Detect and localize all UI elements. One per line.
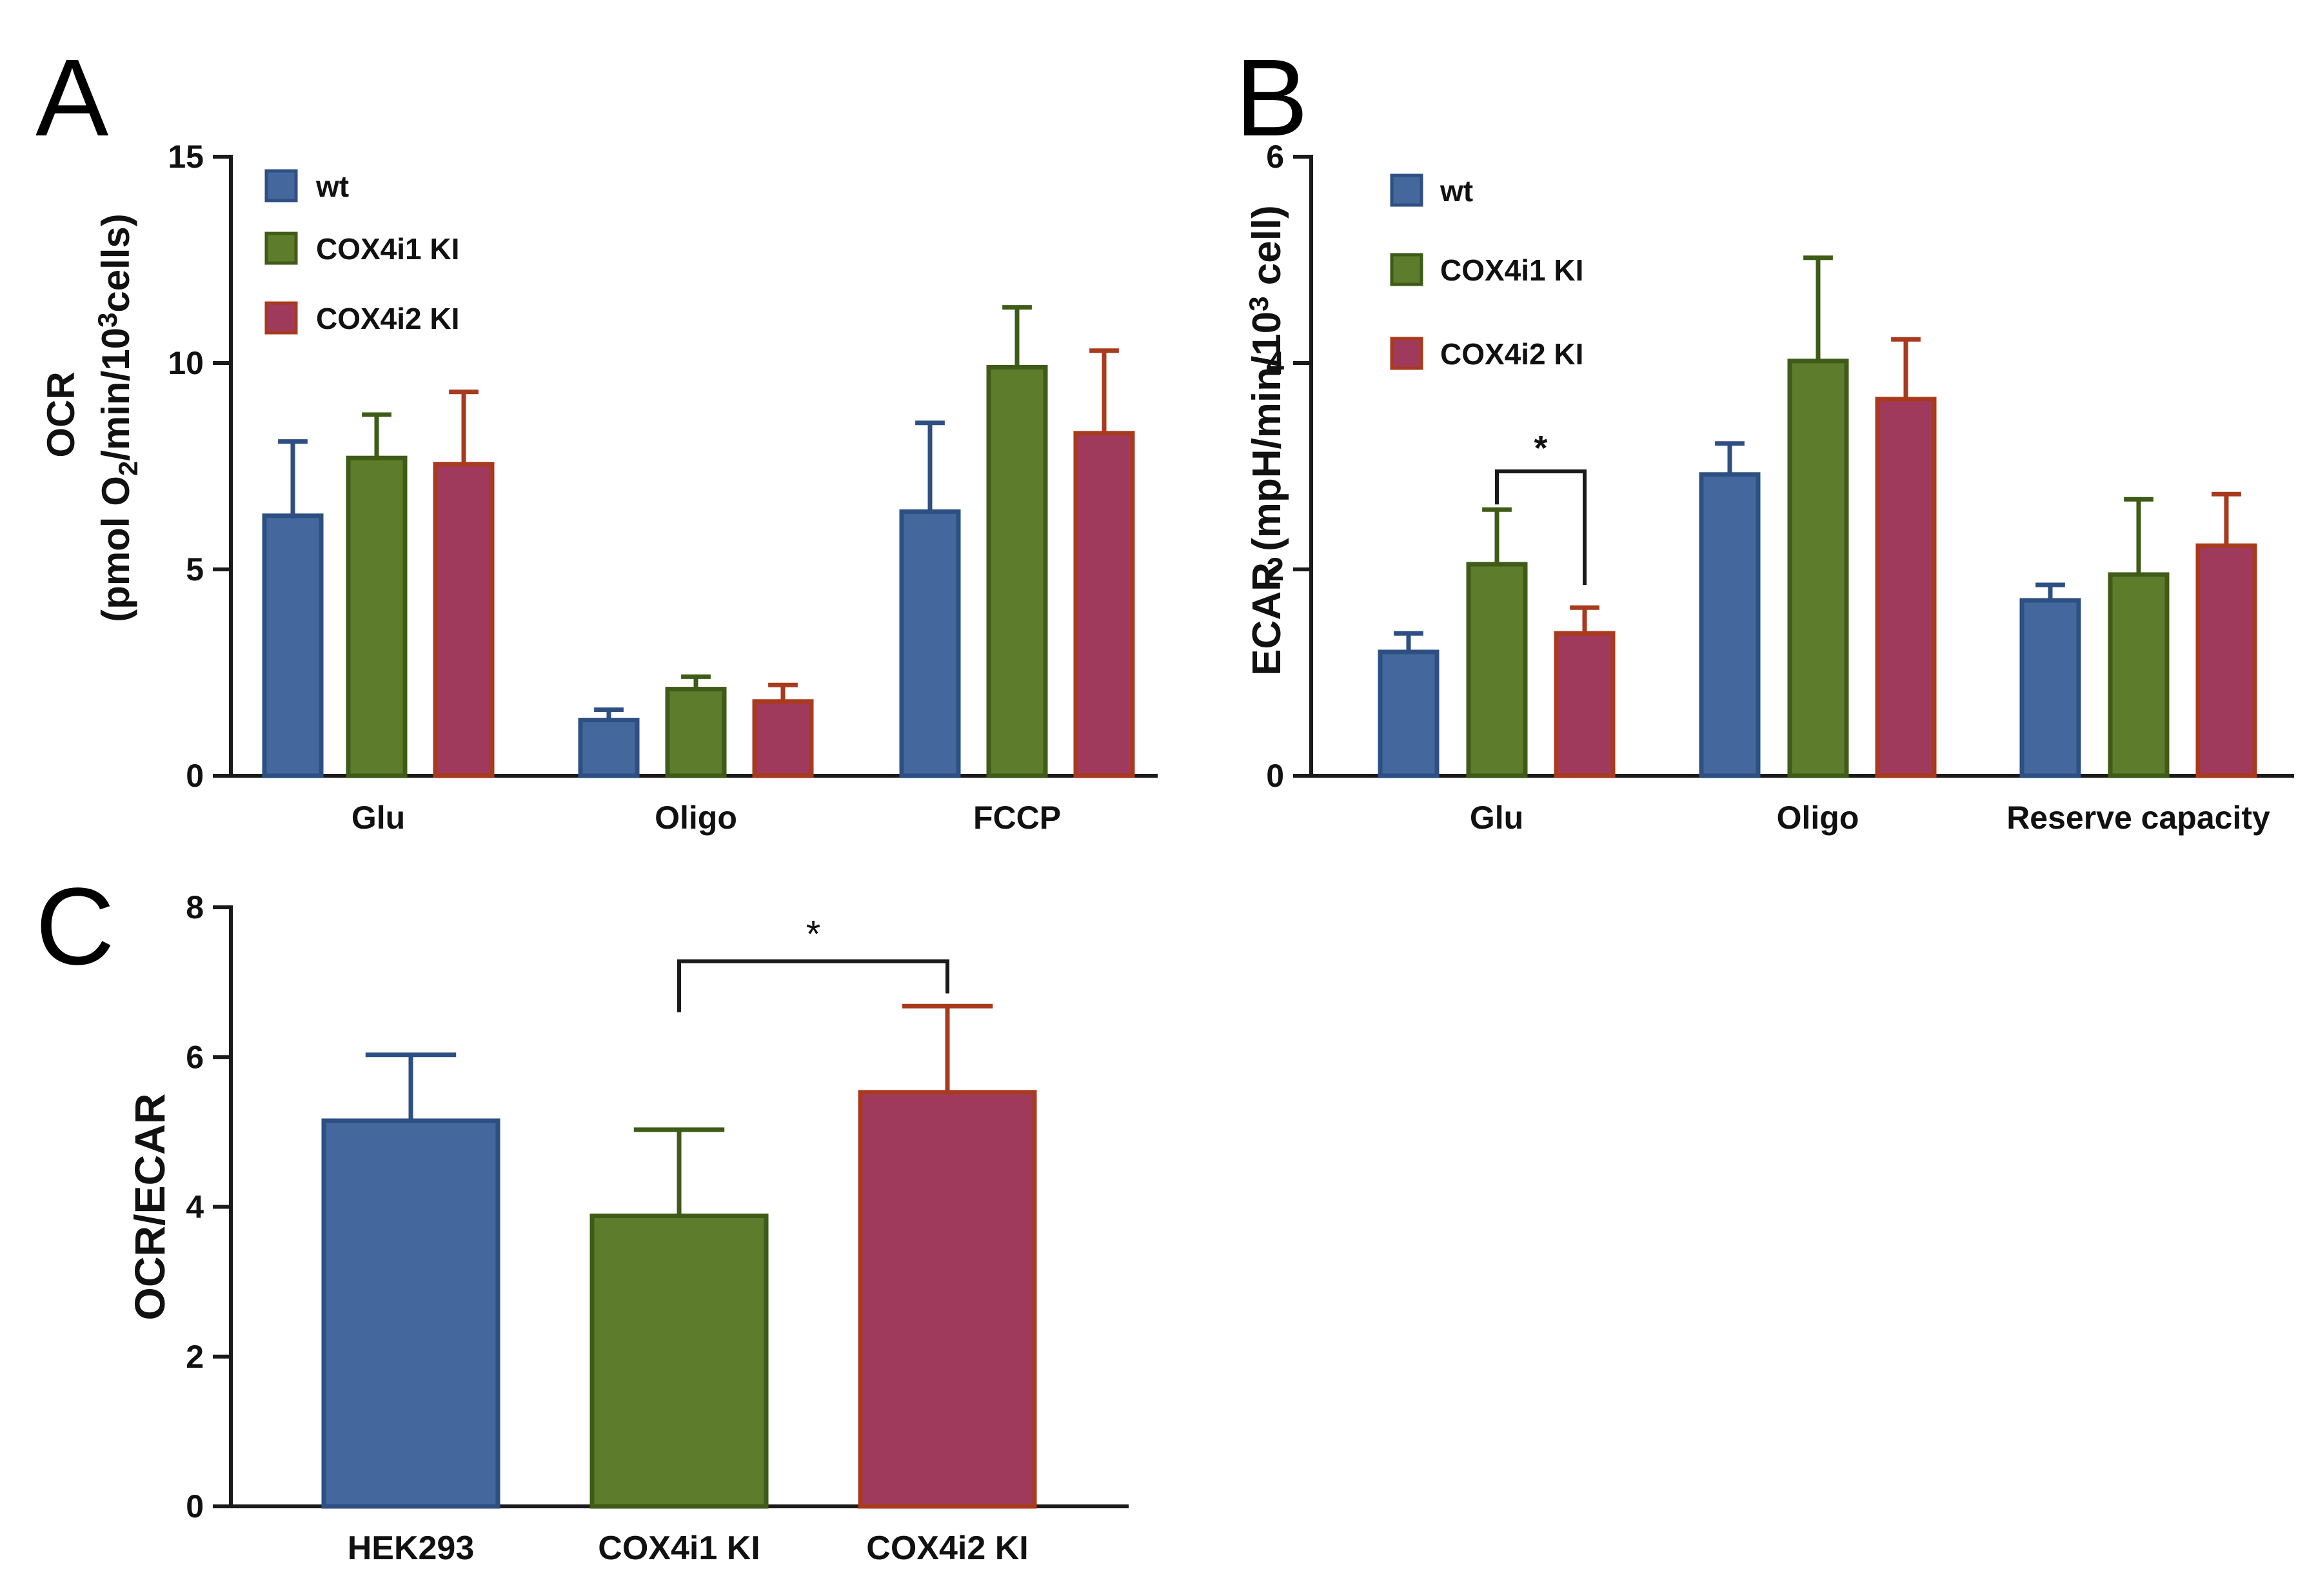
x-tick-label: Glu bbox=[1470, 800, 1523, 836]
y-tick-label: 4 bbox=[186, 1189, 204, 1225]
bar-fccp-cox4i2-ki-bar bbox=[1073, 431, 1135, 778]
bar-oligo-cox4i1-ki-bar bbox=[1787, 359, 1849, 778]
y-tick-label: 10 bbox=[168, 345, 204, 381]
y-tick-label: 0 bbox=[186, 758, 204, 794]
y-axis-label-part: cells) bbox=[94, 213, 137, 312]
x-tick-label: FCCP bbox=[973, 800, 1061, 836]
bar-oligo-cox4i1-ki-bar bbox=[665, 687, 727, 778]
bar-glu-cox4i2-ki-bar bbox=[1554, 631, 1616, 778]
legend-swatch bbox=[264, 232, 298, 265]
y-tick-label: 6 bbox=[1266, 139, 1284, 175]
legend-swatch bbox=[264, 169, 298, 202]
y-tick-label: 2 bbox=[1266, 551, 1284, 587]
bar-fccp-wt-bar bbox=[899, 509, 961, 778]
bar-glu-wt-bar bbox=[1378, 649, 1440, 778]
bar-reserve-capacity-cox4i2-ki-bar bbox=[2195, 543, 2257, 778]
significance-bracket bbox=[1495, 469, 1587, 585]
bar-hek293-bar bbox=[321, 1118, 500, 1509]
y-axis-label-part: 3 bbox=[92, 313, 123, 328]
bar-cox4i1-ki-bar bbox=[589, 1213, 769, 1509]
x-tick-label: COX4i2 KI bbox=[866, 1530, 1028, 1567]
y-tick-label: 0 bbox=[186, 1488, 204, 1524]
legend-label: COX4i2 KI bbox=[316, 302, 459, 335]
bar-reserve-capacity-cox4i1-ki-bar bbox=[2108, 572, 2170, 778]
y-axis-label-part: cell) bbox=[1245, 205, 1289, 296]
x-tick-label: Oligo bbox=[1777, 800, 1859, 836]
legend-swatch bbox=[1390, 337, 1423, 370]
bar-oligo-cox4i2-ki-bar bbox=[752, 699, 814, 778]
bar-glu-cox4i1-ki-bar bbox=[1466, 562, 1528, 778]
x-tick-label: Oligo bbox=[655, 800, 737, 836]
x-tick-label: Reserve capacity bbox=[2006, 800, 2270, 836]
bar-oligo-cox4i2-ki-bar bbox=[1875, 397, 1937, 778]
bar-cox4i2-ki-bar bbox=[858, 1090, 1037, 1509]
bar-oligo-wt-bar bbox=[1699, 472, 1761, 778]
legend-label: COX4i1 KI bbox=[316, 232, 459, 266]
x-tick-label: COX4i1 KI bbox=[598, 1530, 760, 1567]
legend-label: wt bbox=[315, 170, 349, 203]
x-tick-label: HEK293 bbox=[348, 1530, 475, 1567]
bar-reserve-capacity-wt-bar bbox=[2019, 598, 2081, 778]
y-tick-label: 15 bbox=[168, 139, 204, 175]
legend-swatch bbox=[264, 301, 298, 335]
bar-glu-wt-bar bbox=[262, 513, 324, 778]
panel-label-B: B bbox=[1235, 37, 1308, 159]
y-axis-label: OCR/ECAR bbox=[126, 1093, 173, 1320]
y-axis-label-part: (pmol O bbox=[94, 476, 137, 622]
panel-B: 0 2 4 6B Glu Oligo Reserve capacity wt COX4i1 KI… bbox=[1235, 37, 2294, 836]
y-tick-label: 6 bbox=[186, 1039, 204, 1075]
legend-label: wt bbox=[1440, 174, 1473, 208]
y-tick-label: 8 bbox=[186, 889, 204, 925]
bar-glu-cox4i1-ki-bar bbox=[346, 455, 408, 778]
significance-star: * bbox=[1534, 429, 1547, 468]
x-tick-label: Glu bbox=[351, 800, 405, 836]
y-tick-label: 5 bbox=[186, 551, 204, 587]
panel-label-A: A bbox=[35, 37, 109, 159]
y-axis-label-line1: OCR bbox=[39, 371, 83, 457]
bar-oligo-wt-bar bbox=[578, 718, 640, 778]
y-axis-label-line2: (pmol O2/min/103cells) bbox=[92, 213, 143, 622]
legend-label: COX4i1 KI bbox=[1440, 253, 1583, 287]
y-axis-label-part: 3 bbox=[1243, 296, 1274, 311]
significance-star: * bbox=[806, 914, 821, 956]
panel-A: 0 5 10 15 A Glu Oligo FCCP wt COX4i1 KI COX4i2 KI O… bbox=[35, 37, 1158, 836]
significance-bracket bbox=[677, 959, 949, 1012]
panel-label-C: C bbox=[35, 865, 115, 988]
y-tick-label: 0 bbox=[1266, 758, 1284, 794]
bar-glu-cox4i2-ki-bar bbox=[433, 462, 495, 778]
legend-label: COX4i2 KI bbox=[1440, 337, 1583, 371]
legend-swatch bbox=[1390, 253, 1423, 286]
bar-fccp-cox4i1-ki-bar bbox=[986, 364, 1048, 778]
y-tick-label: 4 bbox=[1266, 345, 1284, 381]
y-axis-label-part: ECAR (mpH/min/10 bbox=[1245, 311, 1289, 676]
y-tick-label: 2 bbox=[186, 1339, 204, 1375]
y-axis-label-part: /min/10 bbox=[94, 328, 137, 461]
legend-swatch bbox=[1390, 173, 1423, 207]
y-axis-label: ECAR (mpH/min/103 cell) bbox=[1243, 205, 1289, 676]
panel-C: 0 2 4 6 8 C HEK293 COX4i1 KI COX4i2 KI OCR/ECAR * bbox=[35, 865, 1129, 1567]
y-axis-label-part: 2 bbox=[113, 461, 143, 476]
